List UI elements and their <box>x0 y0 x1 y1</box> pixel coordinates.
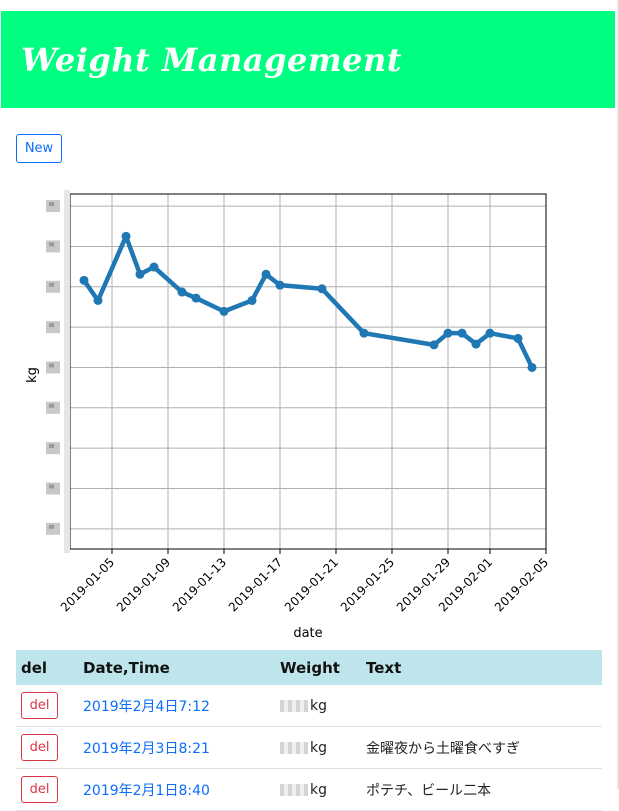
delete-button[interactable]: del <box>21 776 58 803</box>
data-point <box>135 269 145 279</box>
data-point <box>79 275 89 285</box>
redacted-y-tick-label <box>49 202 54 207</box>
series-line <box>81 234 535 370</box>
y-axis-label: kg <box>25 367 40 383</box>
weight-unit: kg <box>310 739 327 756</box>
data-point <box>219 306 229 316</box>
col-header-datetime: Date,Time <box>78 650 275 685</box>
weight-chart: 2019-01-052019-01-092019-01-132019-01-17… <box>25 190 551 641</box>
data-point <box>149 262 159 272</box>
entry-text <box>361 685 602 727</box>
x-tick-label: 2019-01-25 <box>338 555 397 614</box>
data-point <box>275 280 285 290</box>
app-header: Weight Management <box>1 11 615 108</box>
redacted-weight <box>280 741 308 754</box>
redacted-y-tick-label <box>49 524 54 529</box>
app-title: Weight Management <box>21 41 403 79</box>
data-point <box>527 362 537 372</box>
new-entry-button[interactable]: New <box>16 134 62 163</box>
table-row: del 2019年2月4日7:12 kg <box>16 685 602 727</box>
x-tick-label: 2019-01-05 <box>58 555 117 614</box>
x-axis: 2019-01-052019-01-092019-01-132019-01-17… <box>58 549 551 614</box>
redacted-y-tick-label <box>49 484 54 489</box>
entry-text: ポテチ、ビール二本 <box>361 768 602 811</box>
x-axis-label: date <box>293 626 322 641</box>
data-point <box>191 293 201 303</box>
table-header-row: del Date,Time Weight Text <box>16 650 602 685</box>
x-tick-label: 2019-01-21 <box>282 555 341 614</box>
entry-text: 金曜夜から土曜食べすぎ <box>361 726 602 769</box>
page-frame <box>617 0 619 789</box>
weight-unit: kg <box>310 697 327 714</box>
x-tick-label: 2019-01-13 <box>170 555 229 614</box>
chart-grid <box>70 194 547 549</box>
data-point <box>359 328 369 338</box>
redacted-y-tick-label <box>49 242 54 247</box>
data-point <box>121 231 131 241</box>
delete-button[interactable]: del <box>21 734 58 761</box>
table-row: del 2019年2月1日8:40 kg ポテチ、ビール二本 <box>16 768 602 811</box>
data-point <box>429 340 439 350</box>
redacted-y-tick-label <box>49 403 54 408</box>
y-axis <box>46 190 70 553</box>
x-tick-label: 2019-01-17 <box>226 555 285 614</box>
col-header-weight: Weight <box>275 650 361 685</box>
series-points <box>79 231 537 372</box>
data-point <box>177 287 187 297</box>
delete-button[interactable]: del <box>21 692 58 719</box>
redacted-y-tick-label <box>49 282 54 287</box>
x-tick-label: 2019-01-09 <box>114 555 173 614</box>
col-header-del: del <box>16 650 78 685</box>
redacted-y-tick-label <box>49 323 54 328</box>
data-point <box>471 339 481 349</box>
redacted-weight <box>280 699 308 712</box>
data-point <box>457 328 467 338</box>
data-point <box>247 296 257 305</box>
data-point <box>261 269 271 279</box>
x-tick-label: 2019-02-05 <box>492 555 551 614</box>
data-point <box>485 328 495 338</box>
redacted-y-tick-label <box>46 522 60 535</box>
weight-unit: kg <box>310 781 327 798</box>
data-point <box>513 333 523 343</box>
data-point <box>93 296 103 305</box>
entry-date-link[interactable]: 2019年2月3日8:21 <box>83 740 210 757</box>
weight-table: del Date,Time Weight Text del 2019年2月4日7… <box>16 650 602 811</box>
redacted-y-axis-strip <box>64 190 70 553</box>
data-point <box>317 284 327 294</box>
table-row: del 2019年2月3日8:21 kg 金曜夜から土曜食べすぎ <box>16 726 602 769</box>
entry-date-link[interactable]: 2019年2月4日7:12 <box>83 698 210 715</box>
redacted-y-tick-label <box>49 363 54 368</box>
col-header-text: Text <box>361 650 602 685</box>
entry-date-link[interactable]: 2019年2月1日8:40 <box>83 782 210 799</box>
redacted-weight <box>280 783 308 796</box>
redacted-y-tick-label <box>49 444 54 449</box>
plot-frame <box>69 193 547 550</box>
data-point <box>443 328 453 338</box>
